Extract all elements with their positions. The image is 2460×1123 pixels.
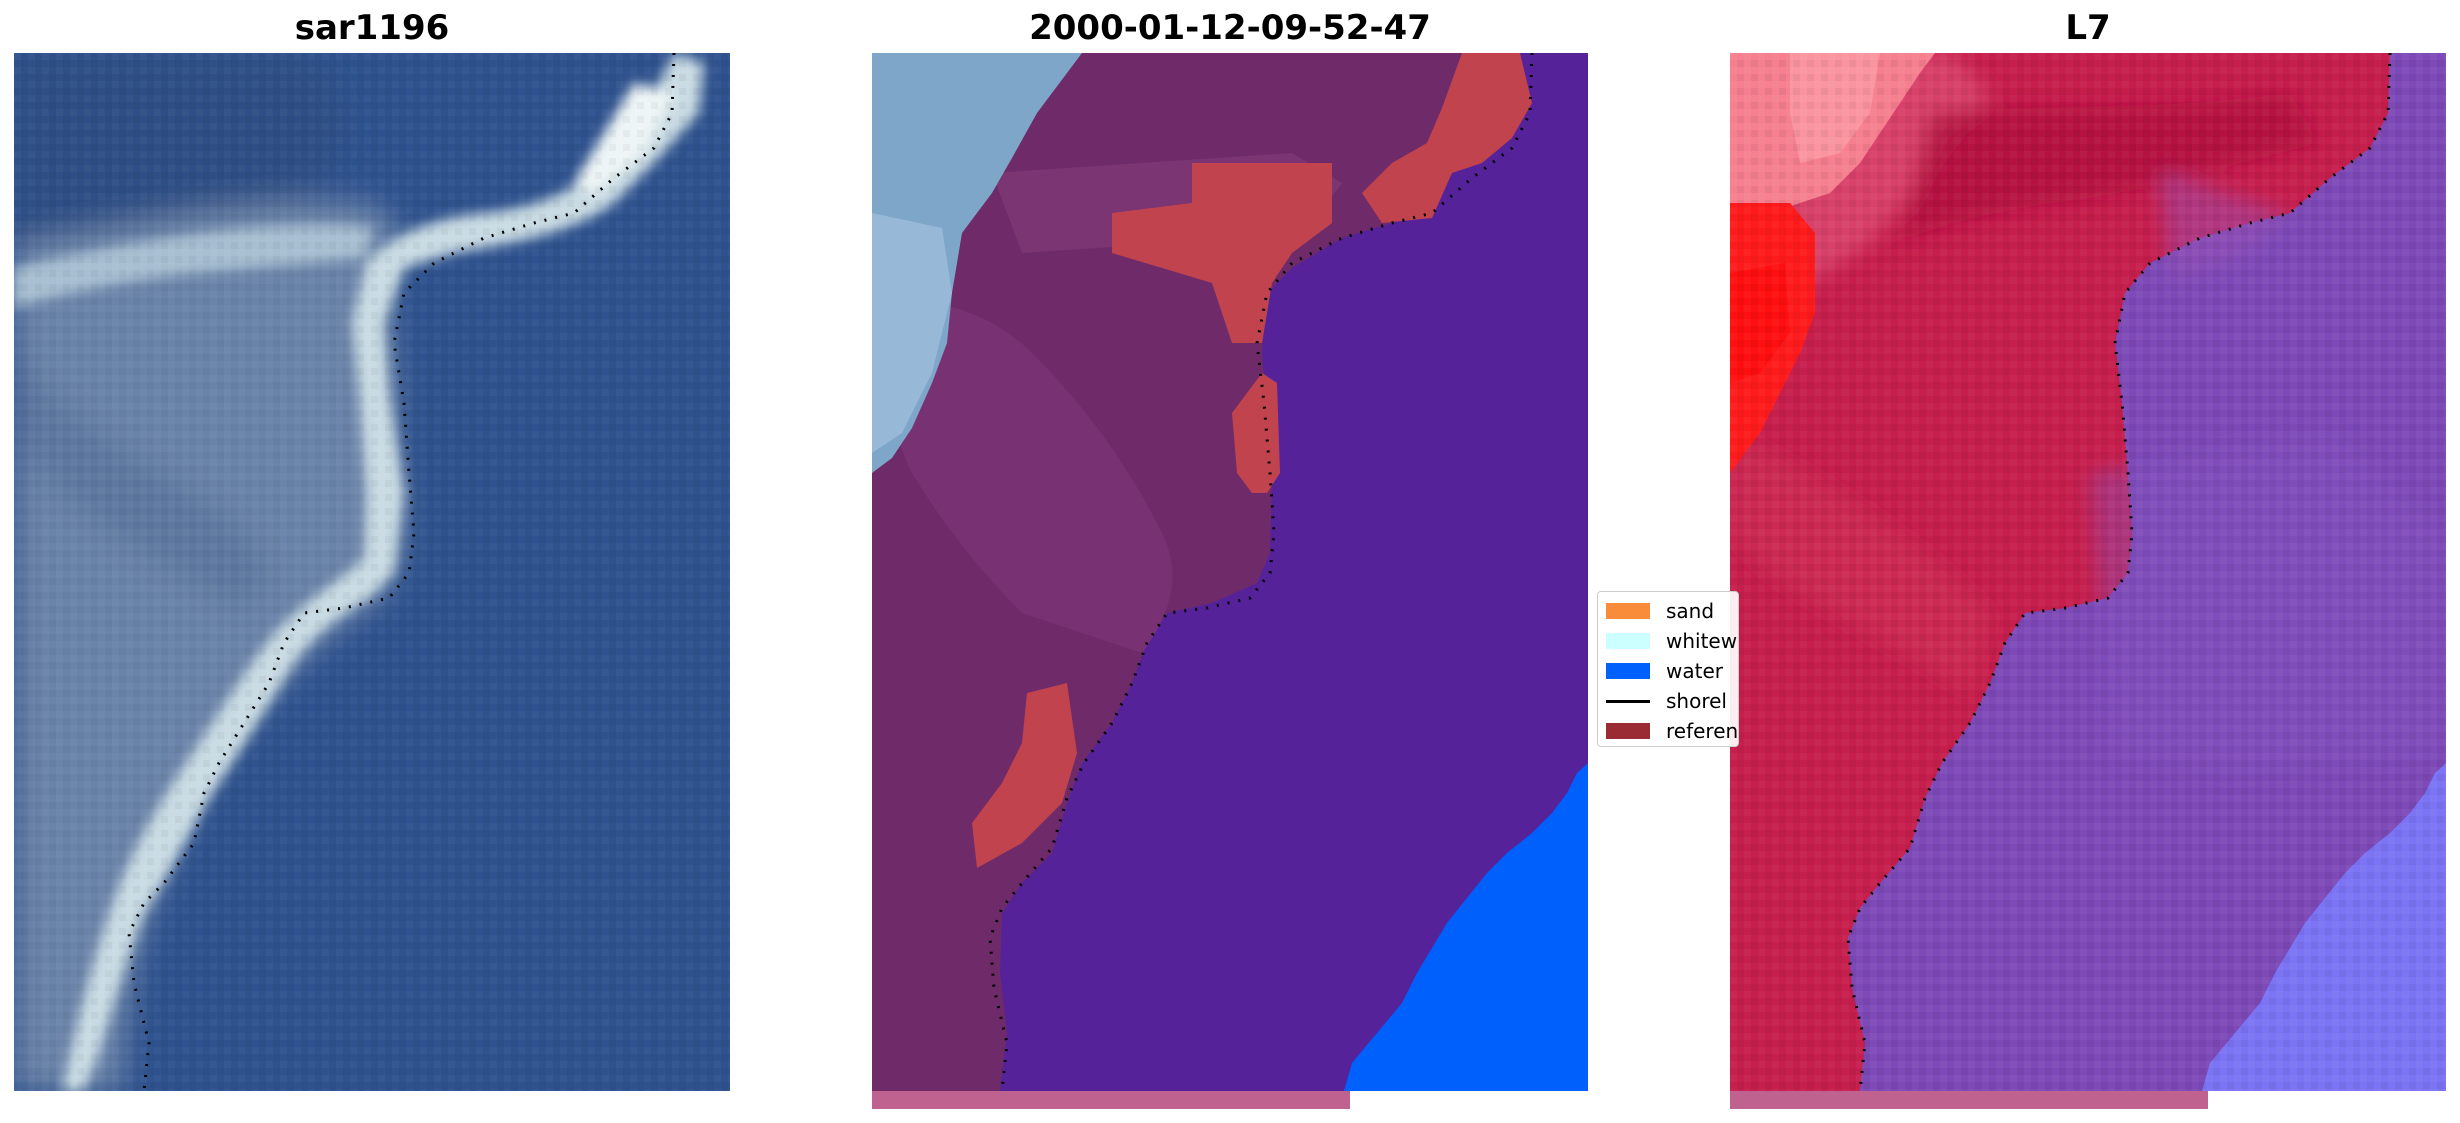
rgb-image-panel	[14, 53, 730, 1091]
shoreline-line	[1846, 53, 2392, 1091]
water-class-area	[1344, 763, 1588, 1091]
legend-swatch-water	[1606, 663, 1650, 679]
classified-image-panel	[872, 53, 1588, 1091]
l7-image	[1730, 53, 2446, 1091]
legend-line-shoreline	[1606, 699, 1650, 703]
classified-image	[872, 53, 1588, 1091]
legend-swatch-reference	[1606, 723, 1650, 739]
legend-item-whitewater: whitew	[1606, 628, 1737, 654]
legend-label: sand	[1666, 599, 1715, 623]
bottom-strip	[872, 1091, 1350, 1109]
bottom-strip	[1730, 1091, 2208, 1109]
legend-item-reference: referen	[1606, 718, 1738, 744]
shoreline-line	[988, 53, 1534, 1091]
panel-title-l7: L7	[2065, 8, 2111, 48]
reference-regions	[972, 53, 1532, 868]
rgb-image	[14, 53, 730, 1091]
shoreline-line	[127, 53, 676, 1091]
panel-title-classified: 2000-01-12-09-52-47	[1029, 8, 1431, 48]
legend-swatch-whitewater	[1606, 633, 1650, 649]
legend: sand whitew water shorel referen	[1597, 591, 1739, 747]
legend-item-sand: sand	[1606, 598, 1714, 624]
l7-image-panel	[1730, 53, 2446, 1091]
legend-item-water: water	[1606, 658, 1723, 684]
legend-label: water	[1666, 659, 1723, 683]
legend-label: whitew	[1666, 629, 1738, 653]
legend-label: shorel	[1666, 689, 1727, 713]
panel-title-rgb: sar1196	[294, 8, 450, 48]
legend-label: referen	[1666, 719, 1739, 743]
legend-item-shoreline: shorel	[1606, 688, 1727, 714]
legend-swatch-sand	[1606, 603, 1650, 619]
